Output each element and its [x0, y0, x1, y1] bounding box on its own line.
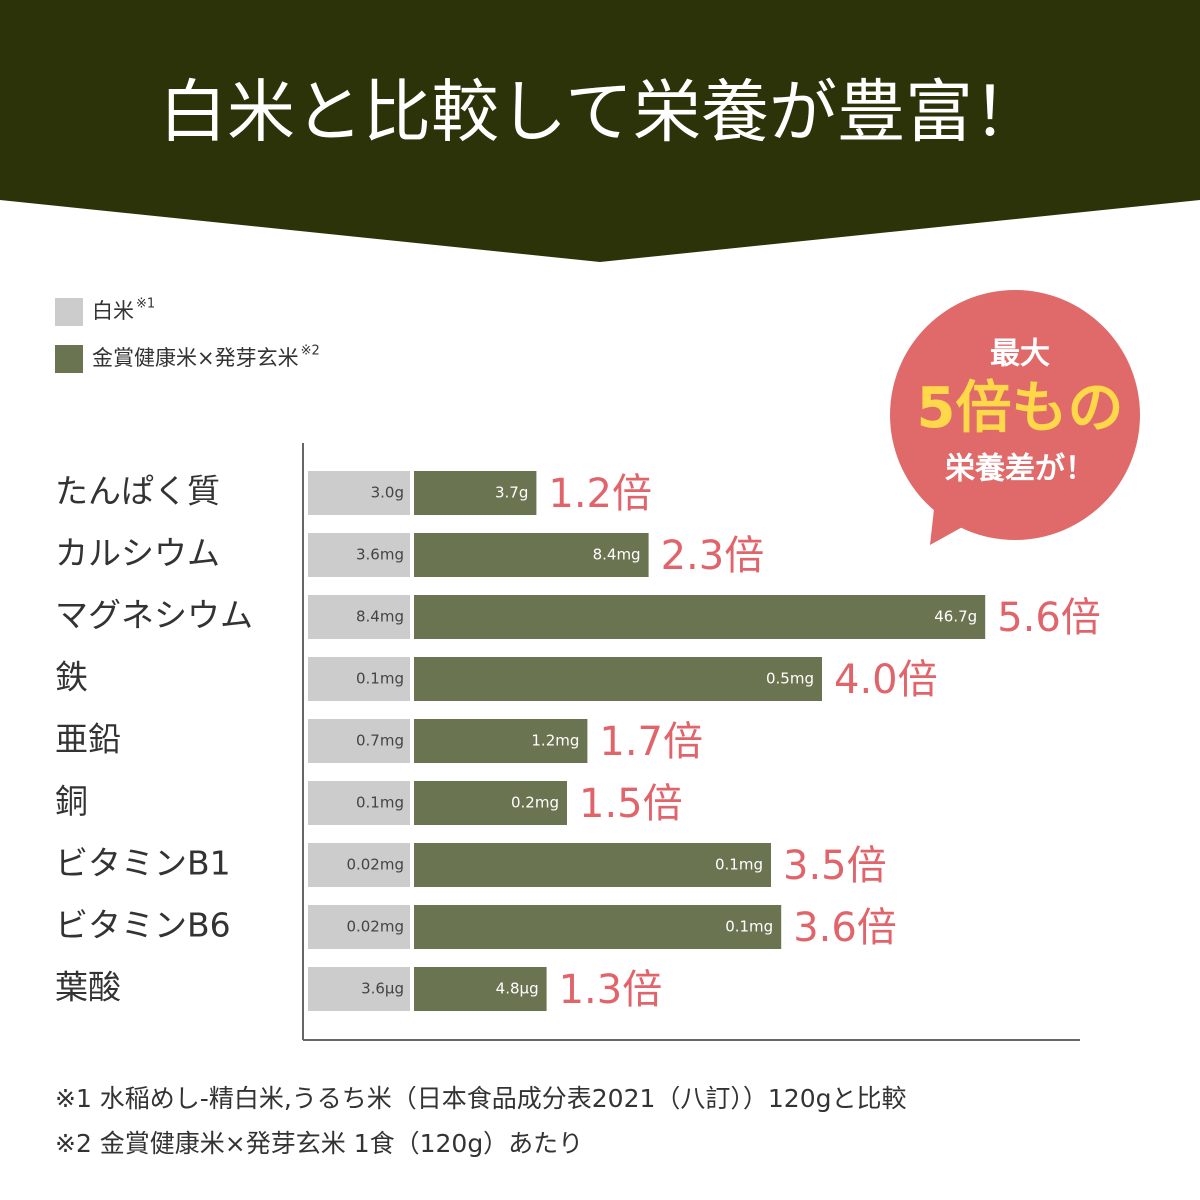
category-label: 葉酸 [55, 968, 121, 1007]
legend-note: ※1 [136, 297, 155, 312]
bar-base [308, 905, 410, 949]
category-label: カルシウム [55, 534, 220, 573]
bar-base [308, 781, 410, 825]
bar-amount: 0.1mg [356, 670, 404, 688]
bar-base [308, 657, 410, 701]
category-label: マグネシウム [55, 596, 253, 635]
badge-line: 栄養差が！ [945, 452, 1095, 487]
ratio-label: 3.5倍 [783, 843, 887, 889]
chart-title: 白米と比較して栄養が豊富！ [159, 74, 1041, 153]
legend-label: 白米 [92, 299, 134, 323]
legend-label: 金賞健康米×発芽玄米 [92, 346, 299, 370]
bar-amount: 46.7g [934, 608, 977, 626]
legend-swatch [55, 345, 83, 373]
bar-base [308, 533, 410, 577]
bar-amount: 8.4mg [593, 546, 641, 564]
category-label: ビタミンB6 [55, 906, 231, 945]
legend-note: ※2 [301, 344, 320, 359]
bar-amount: 0.1mg [725, 918, 773, 936]
ratio-label: 4.0倍 [834, 657, 938, 703]
bar-amount: 1.2mg [531, 732, 579, 750]
bar-amount: 0.5mg [766, 670, 814, 688]
bar-amount: 4.8μg [496, 980, 539, 998]
ratio-label: 1.5倍 [579, 781, 683, 827]
bar-base [308, 471, 410, 515]
bar [414, 533, 649, 577]
bar-base [308, 719, 410, 763]
category-label: 亜鉛 [55, 720, 121, 759]
bar [414, 595, 986, 639]
footnote: ※1 水稲めし-精白米,うるち米（日本食品成分表2021（八訂））120gと比較 [55, 1084, 906, 1113]
bar [414, 657, 822, 701]
badge-line: 最大 [990, 337, 1050, 372]
category-label: 鉄 [55, 658, 88, 697]
bar [414, 905, 782, 949]
bar-amount: 8.4mg [356, 608, 404, 626]
bar-amount: 0.02mg [346, 918, 404, 936]
ratio-label: 1.2倍 [548, 471, 652, 517]
bar [414, 781, 567, 825]
bar-amount: 0.2mg [511, 794, 559, 812]
bar-amount: 3.6μg [361, 980, 404, 998]
ratio-label: 1.7倍 [599, 719, 703, 765]
bar-amount: 0.1mg [715, 856, 763, 874]
header-band [0, 0, 1200, 262]
bar-amount: 0.1mg [356, 794, 404, 812]
badge-line: 5倍もの [917, 376, 1124, 441]
ratio-label: 2.3倍 [661, 533, 765, 579]
bar [414, 843, 771, 887]
footnote: ※2 金賞健康米×発芽玄米 1食（120g）あたり [55, 1129, 583, 1158]
bar-base [308, 843, 410, 887]
ratio-label: 5.6倍 [997, 595, 1101, 641]
bar-base [308, 967, 410, 1011]
ratio-label: 1.3倍 [559, 967, 663, 1013]
category-label: 銅 [55, 782, 88, 821]
bar-base [308, 595, 410, 639]
bar-amount: 3.0g [371, 484, 404, 502]
ratio-label: 3.6倍 [793, 905, 897, 951]
bar [414, 471, 537, 515]
legend-swatch [55, 298, 83, 326]
bar-amount: 3.7g [495, 484, 528, 502]
category-label: ビタミンB1 [55, 844, 231, 883]
bar [414, 967, 547, 1011]
bar-amount: 3.6mg [356, 546, 404, 564]
badge-circle [890, 290, 1140, 540]
category-label: たんぱく質 [55, 472, 220, 511]
bar-amount: 0.02mg [346, 856, 404, 874]
bar [414, 719, 588, 763]
bar-amount: 0.7mg [356, 732, 404, 750]
